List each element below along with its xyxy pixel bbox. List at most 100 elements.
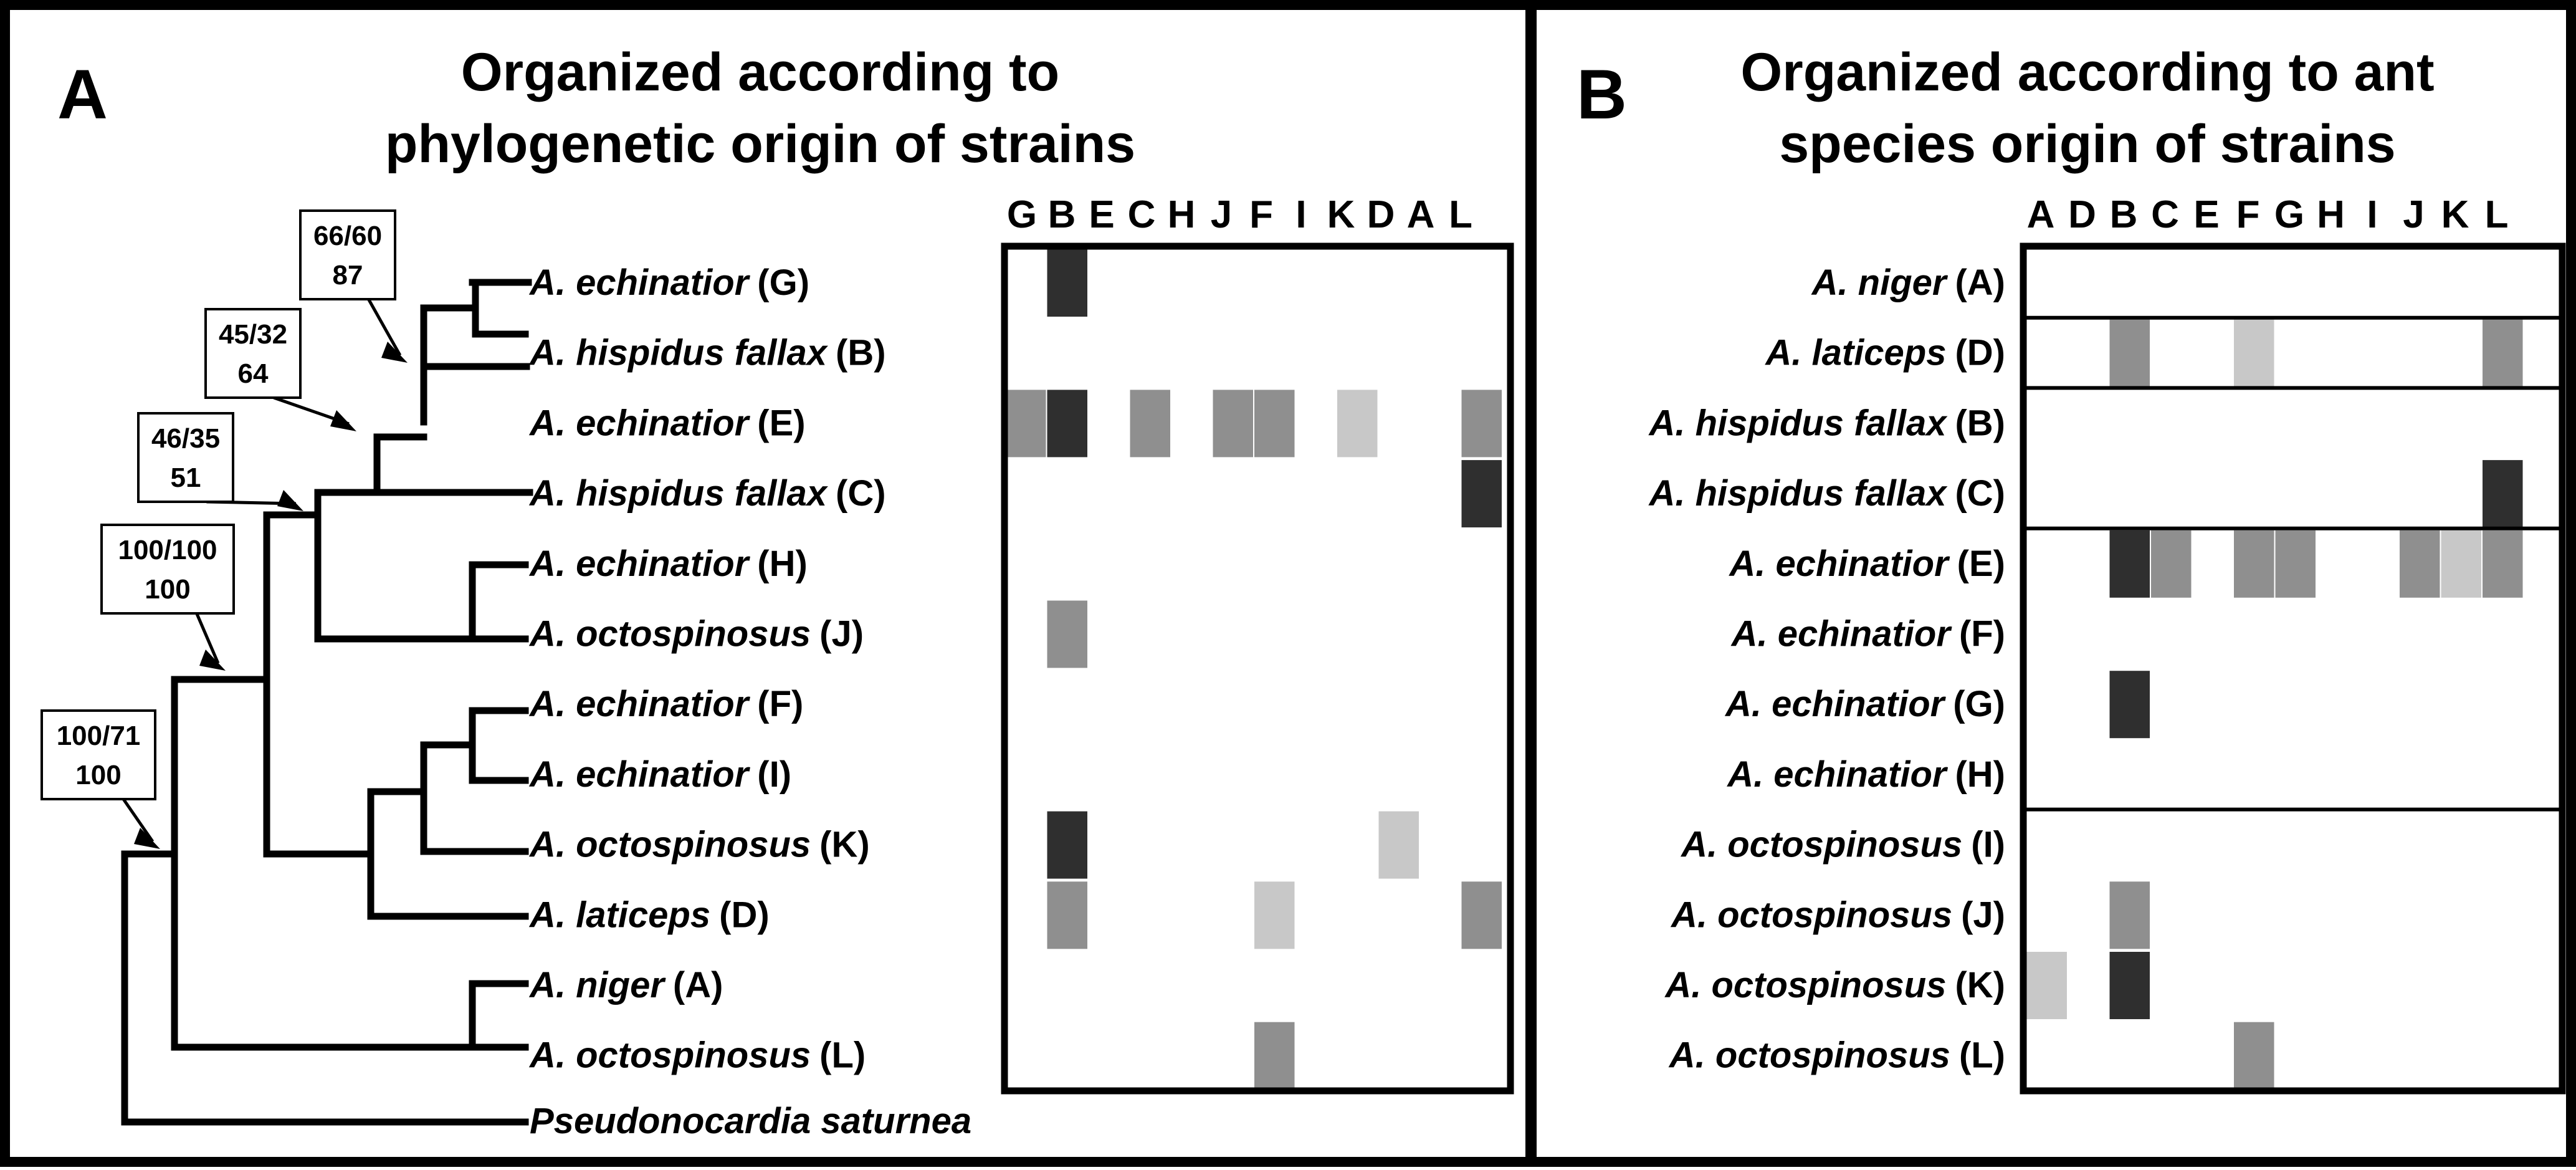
tree-branch-c [373, 433, 533, 496]
panel-b-letter: B [1577, 55, 1627, 133]
ant-species-row-label-species: A. octospinosus [1680, 825, 1962, 865]
panel-b-matrix-frame [2020, 242, 2566, 1095]
tree-taxon-label-species: A. octospinosus [528, 614, 811, 655]
panel-b-cell [2151, 530, 2192, 598]
panel-a-column-label: B [1048, 193, 1076, 236]
panel-a-column-label: F [1249, 193, 1273, 236]
ant-species-row-label: A. echinatior (H) [1726, 754, 2005, 795]
ant-species-row-label-species: A. echinatior [1728, 544, 1950, 584]
ant-species-row-label-code: (H) [1955, 754, 2005, 795]
panel-b-cell [2026, 952, 2067, 1019]
panel-b-cell [2109, 319, 2150, 387]
support-value-bottom: 100 [145, 574, 190, 605]
support-value-bottom: 64 [238, 358, 269, 389]
support-box: 100/71 100 [41, 709, 160, 849]
panel-a-column-label: H [1168, 193, 1196, 236]
support-arrowhead [381, 342, 408, 363]
support-box-frame [204, 308, 302, 399]
tree-branch-j [469, 561, 529, 643]
panel-b-column-label: D [2068, 193, 2096, 236]
ant-species-row-label-code: (E) [1957, 544, 2005, 584]
panel-a-column-label: C [1128, 193, 1156, 236]
support-arrow-line [195, 613, 220, 664]
panel-b-cell [2234, 1022, 2274, 1090]
bootstrap-support: 66/60 87 45/32 64 46/35 51 100/100 100 100/71 100 [41, 209, 408, 849]
ant-species-row-label: A. echinatior (E) [1728, 544, 2005, 584]
ant-species-row-label: A. hispidus fallax (B) [1648, 403, 2005, 443]
support-arrowhead [199, 650, 226, 671]
outgroup-label: Pseudonocardia saturnea [530, 1101, 971, 1141]
support-arrow-line [122, 798, 155, 843]
panel-a-cell [1461, 390, 1502, 458]
support-arrowhead [277, 490, 303, 511]
panel-a-cell [1130, 390, 1170, 458]
panel-b-column-label: F [2236, 193, 2260, 236]
panel-b-column-label: K [2441, 193, 2469, 236]
panel-a-cell [1047, 881, 1087, 949]
tree-taxon-label-code: (L) [819, 1035, 866, 1076]
panel-a-column-label: D [1367, 193, 1395, 236]
panel-b-column-label: H [2317, 193, 2345, 236]
support-value-top: 45/32 [219, 319, 287, 350]
panel-a-column-label: G [1007, 193, 1037, 236]
ant-species-row-label-species: A. niger [1811, 262, 1949, 303]
tree-taxon-label-species: A. echinatior [528, 403, 751, 443]
panel-b-cell [2483, 319, 2523, 387]
ant-species-row-label-species: A. echinatior [1730, 614, 1953, 655]
tree-taxon-label-species: A. echinatior [528, 684, 751, 724]
tree-taxon-label: A. niger (A) [528, 965, 723, 1005]
panel-b-column-label: L [2485, 193, 2509, 236]
panel-b-column-label: E [2193, 193, 2219, 236]
panel-a-cell [1254, 881, 1295, 949]
ant-species-row-label-species: A. laticeps [1764, 333, 1946, 373]
ant-species-row-label-species: A. octospinosus [1664, 965, 1946, 1005]
support-box: 66/60 87 [299, 209, 408, 363]
panel-b-cell [2275, 530, 2316, 598]
panel-b-cell [2400, 530, 2440, 598]
panel-a-cell [1047, 600, 1087, 668]
panel-divider [1525, 5, 1537, 1162]
tree-taxon-label-code: (J) [819, 614, 864, 655]
tree-branch-i [469, 707, 529, 784]
tree-taxon-label-code: (E) [757, 403, 805, 443]
support-box-frame [41, 709, 156, 800]
panel-b-cell [2234, 530, 2274, 598]
panel-a-column-label: L [1449, 193, 1472, 236]
ant-species-row-label-code: (A) [1955, 262, 2005, 303]
panel-a-title-line-1: Organized according to [461, 42, 1059, 102]
panel-b-cell [2109, 671, 2150, 739]
tree-branch-gbe-stem [373, 433, 427, 496]
tree-taxon-label-code: (K) [819, 825, 870, 865]
panel-a-column-label: I [1295, 193, 1306, 236]
support-value-bottom: 87 [333, 260, 363, 290]
panel-a-column-label: E [1089, 193, 1114, 236]
ant-species-row-label: A. octospinosus (J) [1670, 894, 2005, 935]
tree-branch-al-stem [171, 950, 476, 1051]
tree-taxon-label: A. octospinosus (L) [528, 1035, 866, 1076]
panel-b-column-label: C [2151, 193, 2179, 236]
support-arrowhead [330, 410, 356, 431]
tree-branch-hj-stem [314, 562, 476, 643]
support-value-top: 46/35 [151, 423, 220, 454]
ant-species-row-label: A. octospinosus (K) [1664, 965, 2005, 1005]
tree-taxon-label-species: A. octospinosus [528, 825, 811, 865]
panel-a-column-label: K [1327, 193, 1355, 236]
support-box-frame [137, 412, 234, 503]
tree-taxon-label-code: (A) [673, 965, 723, 1005]
tree-branch-gbec-stem [314, 489, 381, 570]
panel-b-column-label: B [2110, 193, 2138, 236]
panel-a-cell [1047, 390, 1087, 458]
ant-species-row-label-code: (B) [1955, 403, 2005, 443]
tree-taxon-label-species: A. echinatior [528, 754, 751, 795]
ant-species-row-label: A. laticeps (D) [1764, 333, 2005, 373]
support-box: 100/100 100 [100, 524, 235, 671]
tree-taxon-label-code: (H) [757, 544, 808, 584]
tree-taxon-label: A. echinatior (E) [528, 403, 806, 443]
phylogenetic-tree [121, 279, 533, 1126]
tree-taxon-label: A. echinatior (F) [528, 684, 803, 724]
tree-taxon-label-species: A. echinatior [528, 544, 751, 584]
panel-b-cell [2483, 530, 2523, 598]
support-value-bottom: 100 [75, 760, 121, 790]
